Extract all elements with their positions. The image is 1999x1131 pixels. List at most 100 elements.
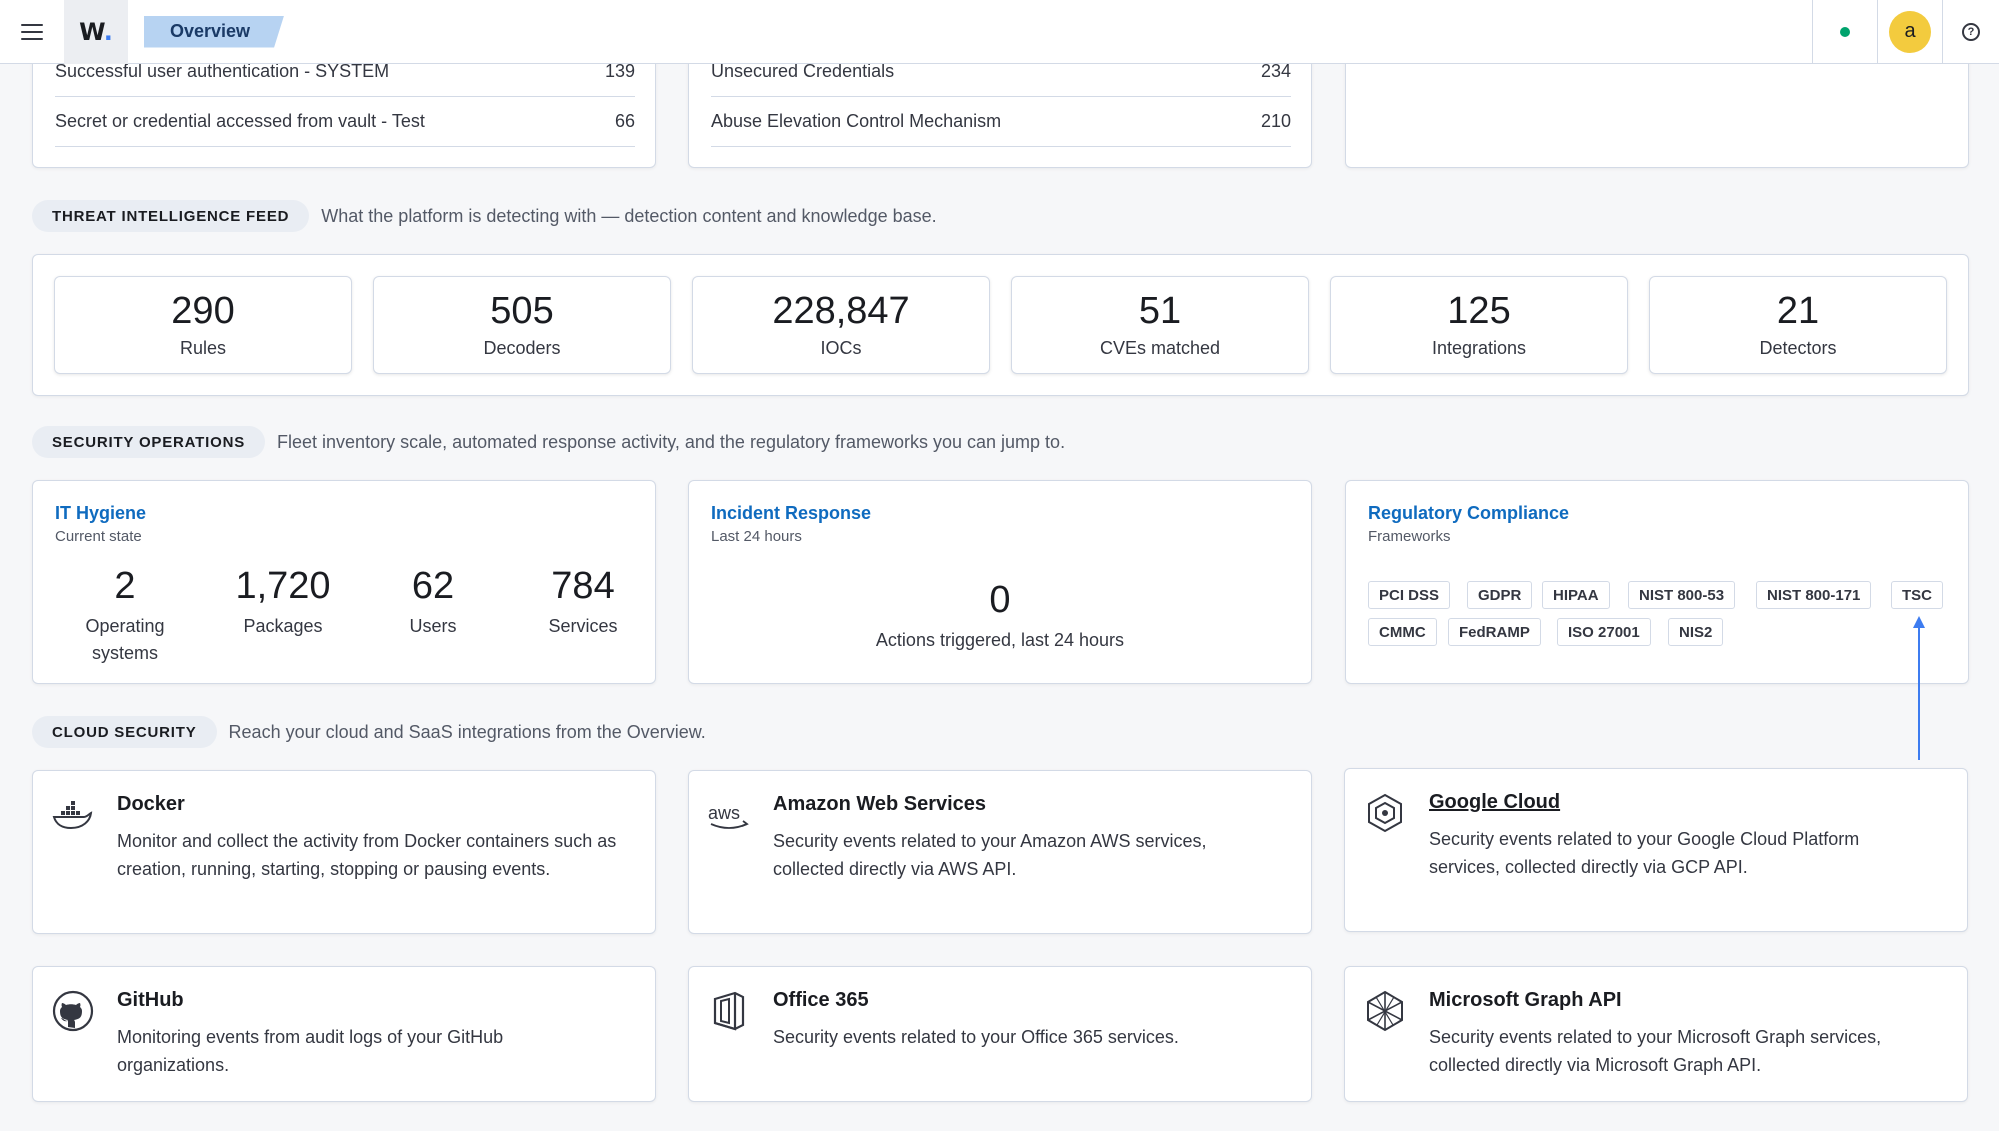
security-ops-header: SECURITY OPERATIONS Fleet inventory scal… — [32, 426, 1065, 458]
card-subtitle: Current state — [55, 528, 142, 545]
stat-value: 290 — [171, 289, 235, 332]
stat-card-integrations[interactable]: 125 Integrations — [1330, 276, 1628, 374]
top-bar: W. Overview a ? — [0, 0, 1999, 64]
stat-value: 228,847 — [772, 289, 910, 332]
list-item[interactable]: Unsecured Credentials 234 — [711, 47, 1291, 97]
framework-tag[interactable]: TSC — [1891, 581, 1943, 609]
integration-title: Amazon Web Services — [773, 793, 987, 815]
metric-value: 62 — [411, 565, 455, 607]
help-icon: ? — [1962, 22, 1980, 41]
metric-label: Users — [409, 616, 457, 636]
breadcrumb-label: Overview — [170, 21, 251, 41]
integration-card-github[interactable]: GitHub Monitoring events from audit logs… — [32, 966, 656, 1102]
incident-response-link[interactable]: Incident Response — [711, 503, 872, 523]
integration-title: Docker — [117, 793, 185, 815]
integration-title: GitHub — [117, 989, 184, 1011]
list-item-label: Secret or credential accessed from vault… — [55, 111, 425, 131]
logo-dot: . — [103, 17, 113, 46]
card-subtitle: Frameworks — [1368, 528, 1451, 545]
integration-card-office-365[interactable]: Office 365 Security events related to yo… — [688, 966, 1312, 1102]
framework-tag[interactable]: GDPR — [1467, 581, 1533, 609]
stat-label: CVEs matched — [1099, 337, 1221, 358]
compliance-link[interactable]: Regulatory Compliance — [1368, 503, 1570, 523]
stat-value: 505 — [490, 289, 554, 332]
stat-label: Decoders — [483, 337, 561, 358]
divider — [1812, 0, 1813, 64]
list-item-label: Abuse Elevation Control Mechanism — [711, 111, 1002, 131]
list-item[interactable]: Successful user authentication - SYSTEM … — [55, 47, 635, 97]
framework-tag[interactable]: FedRAMP — [1448, 618, 1541, 646]
google-cloud-icon — [1368, 793, 1402, 833]
metric-services[interactable]: 784 Services — [513, 567, 653, 640]
topbar-actions: a ? — [1812, 0, 1999, 64]
office-365-icon — [713, 991, 745, 1031]
health-status[interactable] — [1813, 0, 1877, 64]
stat-card-rules[interactable]: 290 Rules — [54, 276, 352, 374]
framework-tag[interactable]: CMMC — [1368, 618, 1437, 646]
threat-intel-header: THREAT INTELLIGENCE FEED What the platfo… — [32, 200, 937, 232]
metric-operating-systems[interactable]: 2 Operating systems — [55, 567, 195, 667]
github-icon — [52, 990, 94, 1032]
list-item[interactable]: Abuse Elevation Control Mechanism 210 — [711, 97, 1291, 147]
list-item-label: Unsecured Credentials — [711, 61, 895, 81]
integration-title[interactable]: Google Cloud — [1429, 791, 1561, 813]
integration-description: Security events related to your Office 3… — [773, 1027, 1179, 1047]
stat-card-decoders[interactable]: 505 Decoders — [373, 276, 671, 374]
integration-card-docker[interactable]: Docker Monitor and collect the activity … — [32, 770, 656, 934]
integration-card-microsoft-graph[interactable]: Microsoft Graph API Security events rela… — [1344, 966, 1968, 1102]
integration-description: Monitor and collect the activity from Do… — [117, 831, 617, 879]
metric-value: 0 — [989, 579, 1011, 621]
compliance-card: Regulatory Compliance Frameworks PCI DSS… — [1345, 480, 1969, 684]
integration-card-aws[interactable]: aws Amazon Web Services Security events … — [688, 770, 1312, 934]
divider — [1877, 0, 1878, 64]
divider — [1942, 0, 1943, 64]
section-title: THREAT INTELLIGENCE FEED — [32, 200, 310, 232]
incident-response-card: Incident Response Last 24 hours 0 Action… — [688, 480, 1312, 684]
list-item-value: 234 — [1260, 61, 1291, 81]
metric-value: 2 — [114, 565, 136, 607]
framework-tag[interactable]: NIS2 — [1668, 618, 1724, 646]
app-logo[interactable]: W. — [64, 0, 128, 64]
framework-tag[interactable]: HIPAA — [1542, 581, 1610, 609]
card-subtitle: Last 24 hours — [711, 528, 802, 545]
framework-tag[interactable]: NIST 800-171 — [1756, 581, 1872, 609]
stat-value: 21 — [1776, 289, 1820, 332]
aws-icon-text: aws — [708, 803, 740, 823]
metric-label: Actions triggered, last 24 hours — [875, 630, 1125, 650]
breadcrumb-overview[interactable]: Overview — [144, 16, 284, 48]
avatar: a — [1889, 10, 1931, 53]
integration-card-google-cloud[interactable]: Google Cloud Security events related to … — [1344, 768, 1968, 932]
section-title: CLOUD SECURITY — [32, 716, 217, 748]
arrow-up-icon — [1913, 616, 1925, 760]
integration-description: Monitoring events from audit logs of you… — [117, 1027, 504, 1075]
metric-value: 1,720 — [235, 565, 331, 607]
user-menu[interactable]: a — [1878, 0, 1942, 64]
aws-icon: aws — [708, 803, 749, 829]
metric-actions-triggered[interactable]: 0 Actions triggered, last 24 hours — [689, 581, 1311, 654]
stat-card-iocs[interactable]: 228,847 IOCs — [692, 276, 990, 374]
cloud-security-header: CLOUD SECURITY Reach your cloud and SaaS… — [32, 716, 706, 748]
it-hygiene-link[interactable]: IT Hygiene — [55, 503, 147, 523]
integration-title: Office 365 — [773, 989, 869, 1011]
metric-label: Services — [548, 616, 618, 636]
menu-button[interactable] — [0, 0, 64, 64]
framework-tag[interactable]: NIST 800-53 — [1628, 581, 1736, 609]
hamburger-icon — [21, 23, 43, 40]
stat-label: Integrations — [1431, 337, 1527, 358]
help-button[interactable]: ? — [1943, 0, 1999, 64]
docker-icon — [52, 801, 93, 830]
stat-value: 51 — [1138, 289, 1182, 332]
metric-value: 784 — [551, 565, 615, 607]
integration-description: Security events related to your Microsof… — [1429, 1027, 1882, 1075]
framework-tag[interactable]: ISO 27001 — [1557, 618, 1651, 646]
list-item[interactable]: Secret or credential accessed from vault… — [55, 97, 635, 147]
metric-label: Operating systems — [85, 616, 165, 663]
list-item-label: Successful user authentication - SYSTEM — [55, 61, 390, 81]
stat-card-cves[interactable]: 51 CVEs matched — [1011, 276, 1309, 374]
integration-description: Security events related to your Amazon A… — [773, 831, 1207, 879]
stat-card-detectors[interactable]: 21 Detectors — [1649, 276, 1947, 374]
framework-tag[interactable]: PCI DSS — [1368, 581, 1451, 609]
metric-label: Packages — [243, 616, 323, 636]
metric-users[interactable]: 62 Users — [363, 567, 503, 640]
metric-packages[interactable]: 1,720 Packages — [213, 567, 353, 640]
